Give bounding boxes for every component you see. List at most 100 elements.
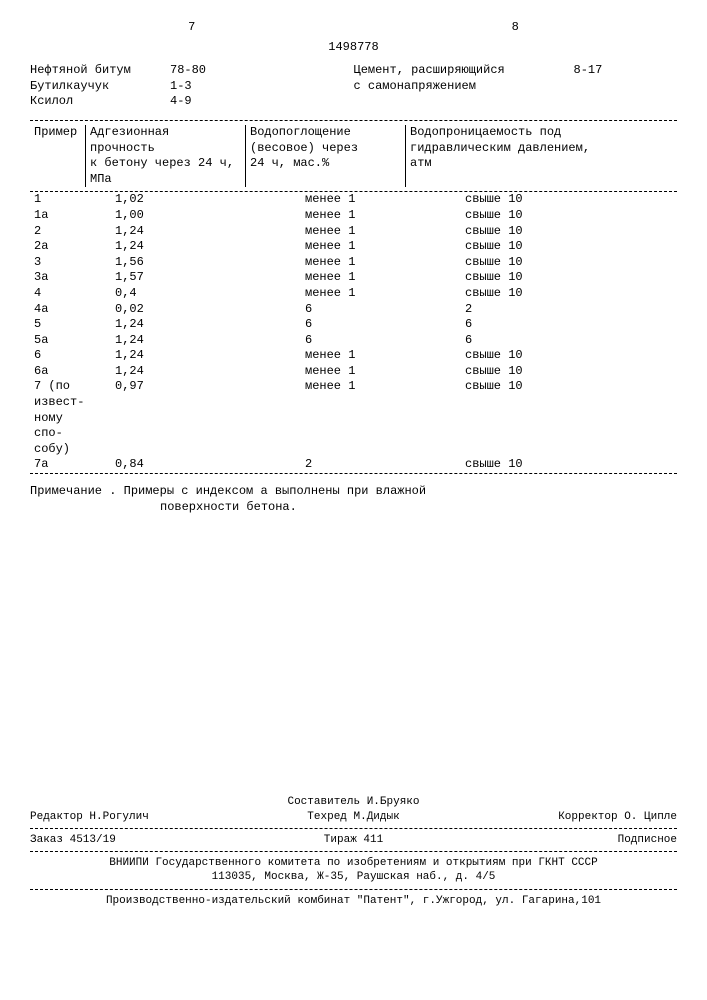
- order-line: Заказ 4513/19 Тираж 411 Подписное: [30, 833, 677, 847]
- org-line1: ВНИИПИ Государственного комитета по изоб…: [30, 856, 677, 870]
- editor-line: Редактор Н.Рогулич Техред М.Дидык Коррек…: [30, 810, 677, 824]
- table-cell: 1,24: [85, 239, 245, 255]
- compiler-line: Составитель И.Бруяко: [30, 795, 677, 809]
- table-cell: свыше 10: [405, 364, 677, 380]
- table-cell: менее 1: [245, 364, 405, 380]
- table-row: 61,24менее 1свыше 10: [30, 348, 677, 364]
- material-row: Цемент, расширяющийся с самонапряжением8…: [354, 63, 678, 94]
- table-cell: 4а: [30, 302, 85, 318]
- table-cell: 6: [245, 302, 405, 318]
- table-cell: 5а: [30, 333, 85, 349]
- table-cell: 7 (по извест- ному спо- собу): [30, 379, 85, 457]
- table-cell: свыше 10: [405, 208, 677, 224]
- table-cell: менее 1: [245, 379, 405, 457]
- table-row: 7а0,842свыше 10: [30, 457, 677, 473]
- table-cell: 2: [30, 224, 85, 240]
- table-cell: 2: [245, 457, 405, 473]
- material-value: 1-3: [170, 79, 230, 95]
- table-cell: менее 1: [245, 192, 405, 208]
- table-cell: 1,02: [85, 192, 245, 208]
- table-cell: 6: [30, 348, 85, 364]
- table-cell: 7а: [30, 457, 85, 473]
- podpis: Подписное: [461, 833, 677, 847]
- table-cell: менее 1: [245, 348, 405, 364]
- note-text: Примеры с индексом а выполнены при влажн…: [124, 484, 426, 498]
- table-cell: менее 1: [245, 224, 405, 240]
- table-cell: 0,84: [85, 457, 245, 473]
- table-row: 3а1,57менее 1свыше 10: [30, 270, 677, 286]
- table-row: 6а1,24менее 1свыше 10: [30, 364, 677, 380]
- material-row: Бутилкаучук1-3: [30, 79, 354, 95]
- corrector: Корректор О. Ципле: [461, 810, 677, 824]
- table-row: 2а1,24менее 1свыше 10: [30, 239, 677, 255]
- tirazh: Тираж 411: [246, 833, 462, 847]
- table-cell: менее 1: [245, 255, 405, 271]
- table-cell: 2а: [30, 239, 85, 255]
- table-cell: 1,57: [85, 270, 245, 286]
- prod-line: Производственно-издательский комбинат "П…: [30, 894, 677, 908]
- table-cell: 1,24: [85, 317, 245, 333]
- table-cell: свыше 10: [405, 379, 677, 457]
- table-row: 7 (по извест- ному спо- собу)0,97менее 1…: [30, 379, 677, 457]
- table-body: 11,02менее 1свыше 101а1,00менее 1свыше 1…: [30, 192, 677, 473]
- table-cell: 1,00: [85, 208, 245, 224]
- materials-right: Цемент, расширяющийся с самонапряжением8…: [354, 63, 678, 110]
- table-cell: 6: [405, 317, 677, 333]
- table-row: 1а1,00менее 1свыше 10: [30, 208, 677, 224]
- material-row: Нефтяной битум78-80: [30, 63, 354, 79]
- table-cell: 0,97: [85, 379, 245, 457]
- material-value: 8-17: [574, 63, 634, 94]
- table-cell: менее 1: [245, 270, 405, 286]
- table-cell: 6: [405, 333, 677, 349]
- table-cell: 1: [30, 192, 85, 208]
- page-number-left: 7: [30, 20, 354, 36]
- table-row: 21,24менее 1свыше 10: [30, 224, 677, 240]
- techred: Техред М.Дидык: [246, 810, 462, 824]
- note-label: Примечание .: [30, 484, 116, 498]
- table-cell: 2: [405, 302, 677, 318]
- material-value: 4-9: [170, 94, 230, 110]
- table-cell: менее 1: [245, 208, 405, 224]
- table-cell: 0,4: [85, 286, 245, 302]
- material-name: Цемент, расширяющийся с самонапряжением: [354, 63, 574, 94]
- table-cell: 3: [30, 255, 85, 271]
- table-cell: 4: [30, 286, 85, 302]
- table-cell: менее 1: [245, 286, 405, 302]
- table-row: 5а1,2466: [30, 333, 677, 349]
- table-cell: свыше 10: [405, 457, 677, 473]
- table-header: Адгезионная прочность к бетону через 24 …: [85, 125, 245, 187]
- table-cell: свыше 10: [405, 348, 677, 364]
- table-cell: 1,24: [85, 364, 245, 380]
- table-cell: свыше 10: [405, 286, 677, 302]
- table-cell: менее 1: [245, 239, 405, 255]
- table-row: 31,56менее 1свыше 10: [30, 255, 677, 271]
- materials-section: Нефтяной битум78-80Бутилкаучук1-3Ксилол4…: [30, 63, 677, 110]
- material-name: Нефтяной битум: [30, 63, 170, 79]
- footer: Составитель И.Бруяко Редактор Н.Рогулич …: [30, 795, 677, 908]
- material-value: 78-80: [170, 63, 230, 79]
- page-header: 7 8: [30, 20, 677, 36]
- material-row: Ксилол4-9: [30, 94, 354, 110]
- note-section: Примечание . Примеры с индексом а выполн…: [30, 484, 677, 515]
- table-cell: 1,24: [85, 224, 245, 240]
- table-cell: свыше 10: [405, 239, 677, 255]
- material-name: Ксилол: [30, 94, 170, 110]
- table-header: Водопоглощение (весовое) через 24 ч, мас…: [245, 125, 405, 187]
- data-table: Пример Адгезионная прочность к бетону че…: [30, 120, 677, 474]
- table-cell: свыше 10: [405, 224, 677, 240]
- page-number-right: 8: [354, 20, 678, 36]
- document-number: 1498778: [30, 40, 677, 56]
- table-header: Водопроницаемость под гидравлическим дав…: [405, 125, 677, 187]
- editor: Редактор Н.Рогулич: [30, 810, 246, 824]
- material-name: Бутилкаучук: [30, 79, 170, 95]
- table-cell: 5: [30, 317, 85, 333]
- table-cell: 1,56: [85, 255, 245, 271]
- table-cell: свыше 10: [405, 192, 677, 208]
- table-cell: 6: [245, 317, 405, 333]
- table-cell: свыше 10: [405, 270, 677, 286]
- table-row: 51,2466: [30, 317, 677, 333]
- table-cell: 1а: [30, 208, 85, 224]
- table-cell: 6а: [30, 364, 85, 380]
- org-line2: 113035, Москва, Ж-35, Раушская наб., д. …: [30, 870, 677, 884]
- note-text-cont: поверхности бетона.: [160, 500, 677, 516]
